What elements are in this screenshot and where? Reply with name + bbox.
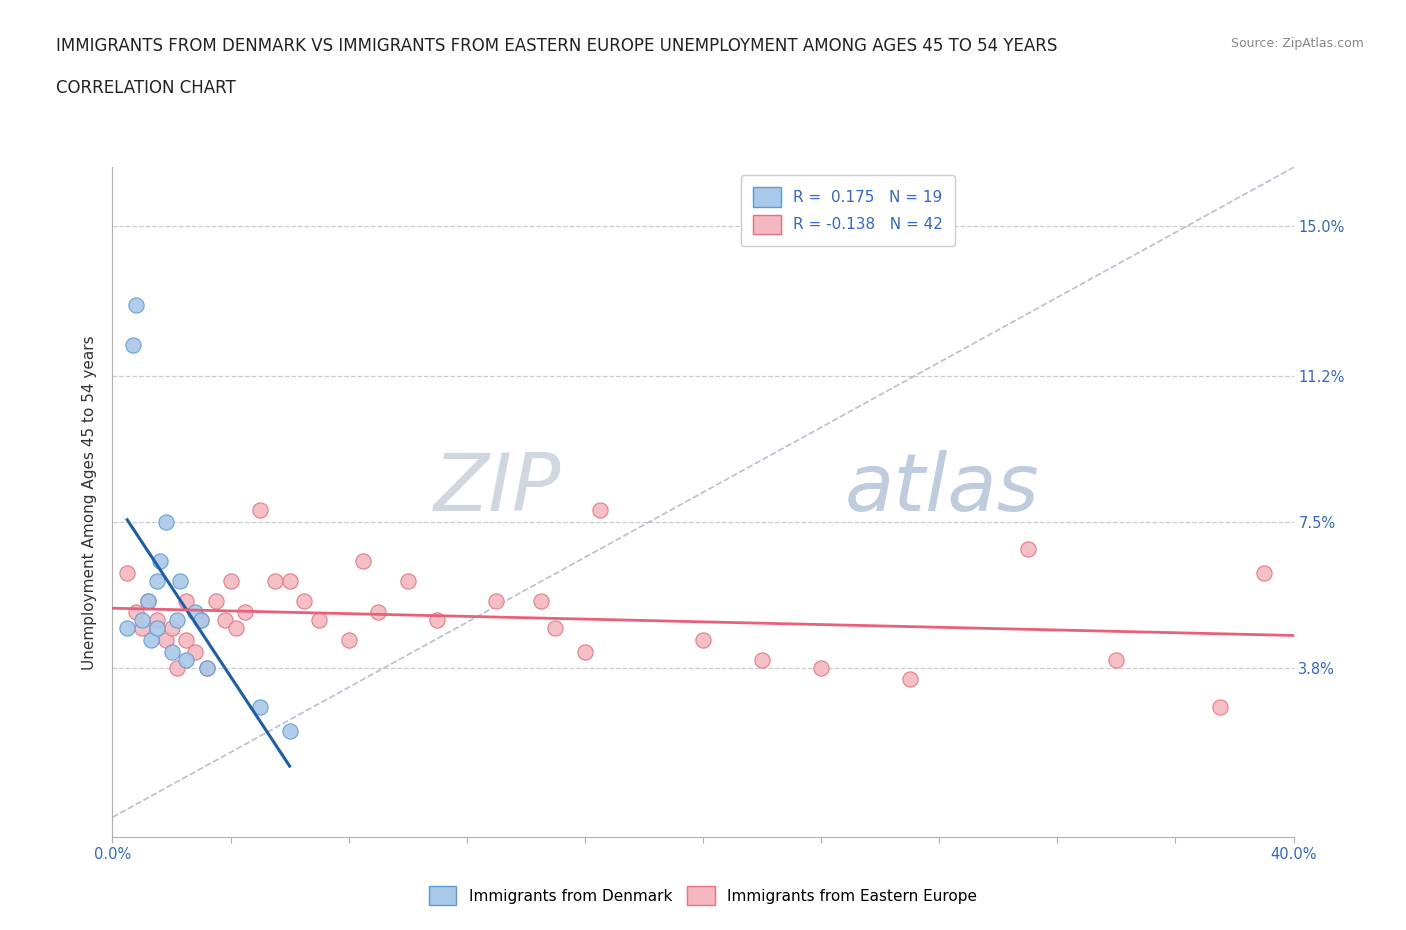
Point <box>308 613 330 628</box>
Point <box>131 621 153 636</box>
Point <box>122 338 145 352</box>
Point <box>588 502 610 517</box>
Text: atlas: atlas <box>845 450 1039 528</box>
Point <box>146 621 169 636</box>
Point <box>1208 699 1232 714</box>
Point <box>166 613 188 628</box>
Point <box>898 672 921 687</box>
Point <box>233 605 256 620</box>
Point <box>146 613 169 628</box>
Point <box>155 632 177 647</box>
Point <box>574 644 596 659</box>
Point <box>131 613 153 628</box>
Text: IMMIGRANTS FROM DENMARK VS IMMIGRANTS FROM EASTERN EUROPE UNEMPLOYMENT AMONG AGE: IMMIGRANTS FROM DENMARK VS IMMIGRANTS FR… <box>56 37 1057 55</box>
Point <box>426 613 449 628</box>
Point <box>136 593 159 608</box>
Point <box>692 632 714 647</box>
Point <box>184 644 207 659</box>
Point <box>544 621 567 636</box>
Point <box>214 613 236 628</box>
Point <box>337 632 360 647</box>
Point <box>149 554 172 569</box>
Point <box>485 593 508 608</box>
Point <box>190 613 212 628</box>
Text: CORRELATION CHART: CORRELATION CHART <box>56 79 236 97</box>
Point <box>205 593 228 608</box>
Point <box>166 660 188 675</box>
Point <box>169 574 191 589</box>
Point <box>249 699 271 714</box>
Point <box>278 724 301 738</box>
Point <box>155 514 177 529</box>
Point <box>1017 542 1039 557</box>
Point <box>146 574 169 589</box>
Point <box>219 574 242 589</box>
Point <box>125 605 148 620</box>
Y-axis label: Unemployment Among Ages 45 to 54 years: Unemployment Among Ages 45 to 54 years <box>82 335 97 670</box>
Point <box>1105 652 1128 667</box>
Text: Source: ZipAtlas.com: Source: ZipAtlas.com <box>1230 37 1364 50</box>
Point <box>174 632 197 647</box>
Point <box>292 593 315 608</box>
Point <box>136 593 159 608</box>
Legend: Immigrants from Denmark, Immigrants from Eastern Europe: Immigrants from Denmark, Immigrants from… <box>422 878 984 913</box>
Point <box>195 660 218 675</box>
Point <box>264 574 287 589</box>
Point <box>1253 565 1275 580</box>
Point <box>195 660 218 675</box>
Legend: R =  0.175   N = 19, R = -0.138   N = 42: R = 0.175 N = 19, R = -0.138 N = 42 <box>741 175 955 246</box>
Point <box>225 621 247 636</box>
Point <box>396 574 419 589</box>
Point <box>751 652 773 667</box>
Point <box>367 605 389 620</box>
Point <box>117 565 138 580</box>
Point <box>174 652 197 667</box>
Point <box>352 554 374 569</box>
Point <box>139 632 162 647</box>
Point <box>529 593 551 608</box>
Point <box>174 593 197 608</box>
Point <box>249 502 271 517</box>
Point <box>810 660 832 675</box>
Point <box>125 298 148 312</box>
Text: ZIP: ZIP <box>434 450 561 528</box>
Point <box>160 644 183 659</box>
Point <box>190 613 212 628</box>
Point <box>160 621 183 636</box>
Point <box>278 574 301 589</box>
Point <box>184 605 207 620</box>
Point <box>117 621 138 636</box>
